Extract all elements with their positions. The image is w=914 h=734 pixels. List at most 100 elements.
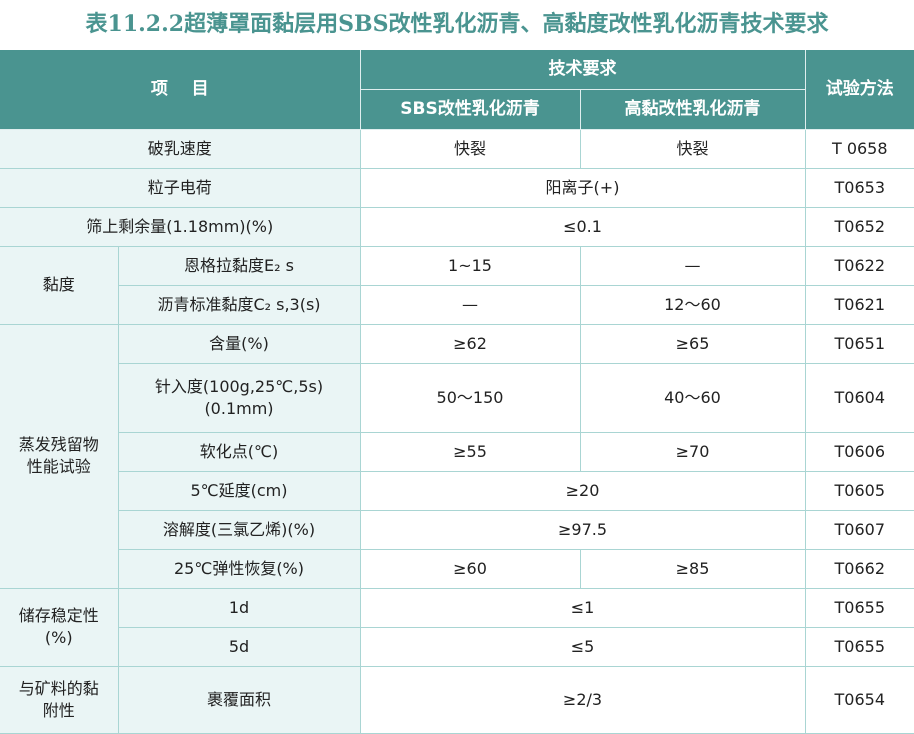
table-row: 5d ≤5 T0655 [0,626,914,667]
cell-text: ≤1 [570,597,595,617]
cell-text: — [684,255,701,275]
cell-text: T0653 [834,177,886,197]
cell-text: 50～150 [436,387,504,407]
requirement-value: 快裂 [359,128,581,169]
test-method: T0652 [804,206,914,247]
cell-text: 与矿料的黏附性 [18,678,99,720]
cell-text: 筛上剩余量(1.18mm)(%) [86,216,274,236]
row-label: 1d [117,587,361,628]
cell-text: 阳离子(+) [545,177,620,197]
table-row: 蒸发残留物性能试验 含量(%) ≥62 ≥65 T0651 [0,323,914,589]
test-method: T0651 [804,323,914,364]
row-label: 筛上剩余量(1.18mm)(%) [0,206,361,247]
requirement-value: ≥2/3 [359,665,806,734]
cell-text: ≥97.5 [557,519,608,539]
row-label: 沥青标准黏度C₂ s,3(s) [118,284,361,325]
table-row: 溶解度(三氯乙烯)(%) ≥97.5 T0607 [0,509,914,550]
requirement-value: ≤5 [359,626,806,667]
table-row: 沥青标准黏度C₂ s,3(s) — 12～60 T0621 [0,284,914,325]
requirement-value: ≤1 [359,587,806,628]
table-row: 粒子电荷 阳离子(+) T0653 [0,167,914,208]
requirement-value: ≥20 [359,470,806,511]
cell-text: T0652 [834,216,886,236]
cell-text: ≥70 [675,441,710,461]
cell-text: 蒸发残留物性能试验 [18,435,99,476]
requirement-value: 1~15 [359,245,581,286]
requirement-value: ≥65 [579,323,806,364]
cell-text: T0651 [834,333,886,353]
requirement-value: ≥55 [359,431,581,472]
table-body: 破乳速度 快裂 快裂 T 0658 粒子电荷 阳离子(+) T0653 筛上剩余量(1.18m… [0,128,914,734]
cell-text: 恩格拉黏度E₂ s [184,255,294,275]
cell-text: 12～60 [664,294,721,314]
test-method: T 0658 [804,128,914,169]
row-label: 5d [118,626,361,667]
row-label: 破乳速度 [0,128,361,169]
cell-text: 黏度 [42,275,75,294]
table-row: 破乳速度 快裂 快裂 T 0658 [0,128,914,169]
cell-text: 含量(%) [209,333,269,353]
table-row: 储存稳定性(%) 1d ≤1 T0655 [0,587,914,667]
cell-text: 裹覆面积 [206,689,271,709]
requirement-value: 快裂 [579,128,806,169]
cell-text: ≥2/3 [562,689,603,709]
requirement-value: 50～150 [359,362,581,433]
cell-text: T0621 [834,294,886,314]
cell-text: T0605 [834,480,886,500]
cell-text: 粒子电荷 [147,177,212,197]
table-row: 与矿料的黏附性 裹覆面积 ≥2/3 T0654 [0,665,914,734]
requirement-value: ≥97.5 [359,509,806,550]
requirement-value: ≥62 [359,323,581,364]
table-row: 黏度 恩格拉黏度E₂ s 1~15 — T0622 [0,245,914,325]
table-row: 软化点(℃) ≥55 ≥70 T0606 [0,431,914,472]
cell-text: ≤0.1 [563,216,602,236]
cell-text: 软化点(℃) [199,441,279,461]
cell-text: T0655 [834,636,886,656]
test-method: T0662 [804,548,914,589]
table-row: 5℃延度(cm) ≥20 T0605 [0,470,914,511]
table-row: 针入度(100g,25℃,5s)(0.1mm) 50～150 40～60 T0604 [0,362,914,433]
test-method: T0655 [804,626,914,667]
row-label: 25℃弹性恢复(%) [118,548,361,589]
cell-text: ≥55 [453,441,487,461]
cell-text: 沥青标准黏度C₂ s,3(s) [157,294,321,314]
test-method: T0621 [804,284,914,325]
header-sbs: SBS改性乳化沥青 [360,88,581,130]
requirement-value: ≥70 [579,431,806,472]
row-label: 储存稳定性(%) [0,587,119,667]
cell-text: ≥20 [565,480,600,500]
test-method: T0655 [804,587,914,628]
header-tech-req: 技术要求 [359,50,806,90]
test-method: T0653 [804,167,914,208]
row-label: 黏度 [0,245,119,325]
requirement-value: — [579,245,806,286]
cell-text: ≥85 [675,558,710,578]
row-label: 溶解度(三氯乙烯)(%) [118,509,361,550]
cell-text: 5d [228,636,250,656]
test-method: T0606 [804,431,914,472]
cell-text: T 0658 [831,138,888,158]
cell-text: T0604 [834,387,886,407]
cell-text: 25℃弹性恢复(%) [173,558,305,578]
requirement-value: ≥85 [579,548,806,589]
cell-text: 1d [228,597,250,617]
test-method: T0654 [804,665,914,734]
cell-text: T0662 [834,558,886,578]
row-label: 裹覆面积 [117,665,361,734]
table-title: 表11.2.2超薄罩面黏层用SBS改性乳化沥青、高黏度改性乳化沥青技术要求 [85,11,829,37]
header-high-vis: 高黏改性乳化沥青 [579,88,805,130]
cell-text: ≥65 [675,333,710,353]
cell-text: T0606 [834,441,886,461]
row-label: 含量(%) [117,323,361,364]
cell-text: 储存稳定性(%) [18,606,99,647]
cell-text: — [462,294,478,314]
cell-text: T0654 [834,689,886,709]
requirement-value: — [359,284,581,325]
cell-text: 破乳速度 [147,138,212,158]
requirement-value: 12～60 [579,284,806,325]
cell-text: ≤5 [570,636,595,656]
header-method: 试验方法 [804,50,914,130]
row-label: 粒子电荷 [0,167,361,208]
cell-text: ≥62 [453,333,487,353]
table-row: 筛上剩余量(1.18mm)(%) ≤0.1 T0652 [0,206,914,247]
